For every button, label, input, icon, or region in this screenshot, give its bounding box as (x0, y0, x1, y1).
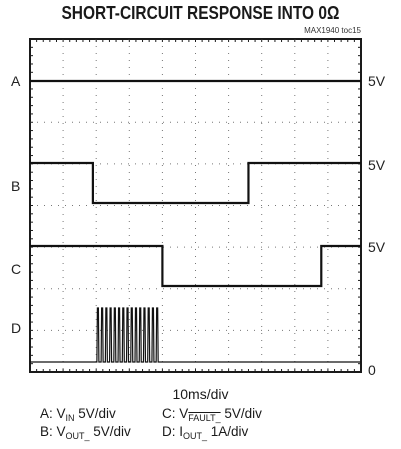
level-label-a: 5V (368, 73, 386, 89)
level-label-c: 5V (368, 239, 386, 255)
plot-grid (29, 38, 362, 373)
x-scale-label: 10ms/div (172, 386, 229, 402)
plot-traces (30, 79, 361, 363)
chart-title: SHORT-CIRCUIT RESPONSE INTO 0Ω (61, 3, 340, 23)
plot-labels: A 5V B 5V C 5V D 0 (11, 73, 386, 378)
trace-b (30, 161, 361, 205)
channel-label-b: B (11, 178, 20, 194)
legend-c: C: VFAULT_ 5V/div (162, 406, 262, 423)
legend-d: D: IOUT_ 1A/div (162, 424, 249, 441)
channel-label-a: A (11, 73, 21, 89)
channel-label-c: C (11, 261, 21, 277)
figure-id: MAX1940 toc15 (304, 26, 361, 35)
legend-b: B: VOUT_ 5V/div (40, 424, 131, 441)
legend-a: A: VIN 5V/div (40, 406, 116, 423)
trace-d (30, 307, 361, 363)
level-label-b: 5V (368, 157, 386, 173)
trace-c (30, 244, 361, 288)
level-label-d: 0 (368, 362, 376, 378)
channel-label-d: D (11, 320, 21, 336)
